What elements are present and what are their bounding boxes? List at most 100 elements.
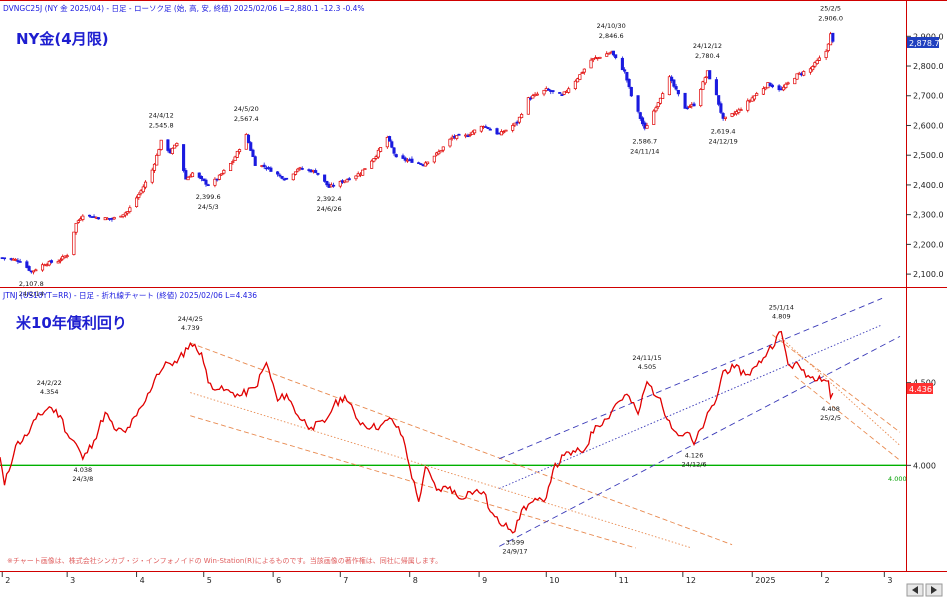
- gold-candle: [16, 260, 20, 262]
- gold-candle: [379, 147, 383, 152]
- gold-candle: [285, 177, 289, 180]
- gold-candle: [499, 131, 504, 136]
- gold-candle: [32, 270, 36, 273]
- gold-annotation-date: 24/6/26: [317, 205, 342, 213]
- gold-candle: [824, 50, 828, 58]
- gold-candles: [0, 31, 835, 275]
- x-tick-label: 2: [5, 576, 10, 585]
- gold-candle: [135, 197, 139, 207]
- gold-candle: [361, 169, 365, 176]
- gold-annotation-date: 25/2/5: [820, 5, 841, 13]
- gold-candle: [74, 222, 78, 233]
- gold-header: DVNGC25J (NY 金 2025/04) - 日足 - ローソク足 (始,…: [3, 3, 365, 13]
- gold-candle: [347, 178, 351, 181]
- gold-candle: [184, 170, 188, 180]
- gold-candle: [529, 97, 533, 100]
- gold-candle: [683, 92, 687, 109]
- yield-annotation-value: 3.599: [506, 539, 525, 547]
- gold-annotation-value: 2,619.4: [711, 128, 736, 136]
- gold-candle: [589, 59, 593, 69]
- gold-candle: [815, 60, 819, 65]
- yield-panel: JTNJ (US10YT=RR) - 日足 - 折れ線チャート (終値) 202…: [0, 288, 947, 572]
- gold-candle: [672, 79, 676, 87]
- gold-candle: [199, 176, 204, 180]
- gold-candle: [479, 125, 483, 132]
- gold-candle: [141, 186, 145, 193]
- gold-candle: [813, 62, 817, 67]
- gold-candle: [513, 122, 517, 126]
- gold-candle: [636, 95, 640, 112]
- gold-candle: [419, 163, 423, 165]
- gold-candle: [182, 144, 186, 171]
- gold-candle: [670, 76, 674, 82]
- gold-candle: [692, 103, 696, 107]
- yield-header: JTNJ (US10YT=RR) - 日足 - 折れ線チャート (終値) 202…: [2, 290, 257, 300]
- gold-candle: [296, 168, 300, 172]
- scroll-right-icon: [931, 586, 937, 594]
- yield-annotation-value: 4.038: [74, 466, 93, 474]
- gold-candle: [638, 112, 642, 119]
- gold-candle: [611, 50, 615, 56]
- gold-candle: [739, 109, 743, 111]
- gold-candle: [737, 109, 741, 113]
- gold-title: NY金(4月限): [16, 30, 109, 48]
- gold-candle: [721, 113, 725, 119]
- gold-candle: [752, 95, 757, 100]
- gold-candle: [658, 97, 662, 104]
- gold-candle: [394, 154, 398, 158]
- gold-annotation-date: 24/12/12: [693, 42, 722, 50]
- x-axis: 2 3 4 5 6 7 8 9 10 11 12 2025 2 3: [0, 572, 947, 597]
- gold-candle: [186, 176, 190, 181]
- gold-candle: [49, 260, 54, 263]
- gold-y-tick-label: 2,800.0: [913, 62, 944, 71]
- gold-candle: [488, 128, 492, 131]
- gold-candle: [817, 57, 821, 61]
- gold-annotation-date: 24/5/3: [198, 203, 219, 211]
- gold-annotation-date: 24/2/14: [19, 290, 44, 298]
- gold-annotations: 2,107.8 24/2/14 24/4/12 2,545.8 2,399.6 24/5/…: [19, 5, 843, 298]
- short-down-3: [772, 334, 901, 433]
- gold-candle: [770, 84, 774, 88]
- gold-candle: [143, 181, 148, 188]
- gold-candle: [578, 74, 582, 80]
- gold-candle: [515, 121, 519, 124]
- x-tick-label: 8: [413, 576, 418, 585]
- gold-candle: [582, 68, 586, 73]
- gold-candle: [14, 259, 18, 261]
- gold-candle: [233, 156, 237, 161]
- x-tick-label: 6: [276, 576, 281, 585]
- gold-candle: [786, 82, 790, 85]
- gold-last-price: 2,878.7: [909, 39, 940, 48]
- gold-candle: [676, 89, 680, 95]
- gold-candle: [76, 220, 80, 223]
- gold-candle: [627, 78, 631, 88]
- gold-candle: [229, 163, 233, 171]
- yield-annotation-date: 24/2/22: [37, 379, 62, 387]
- gold-candle: [502, 131, 506, 134]
- uptrend-lower: [499, 335, 901, 547]
- gold-annotation-date: 24/10/30: [597, 22, 626, 30]
- gold-candle: [65, 255, 69, 257]
- gold-candle: [484, 126, 488, 128]
- gold-candle: [374, 156, 378, 159]
- gold-candle: [410, 158, 414, 163]
- scroll-buttons[interactable]: [906, 583, 943, 597]
- gold-candle: [562, 91, 566, 95]
- gold-candle: [746, 100, 750, 111]
- gold-annotation-value: 2,567.4: [234, 115, 259, 123]
- gold-candle: [437, 151, 441, 155]
- gold-candle: [278, 174, 282, 177]
- uptrend-mid: [499, 324, 883, 489]
- yield-annotation-value: 4.354: [40, 388, 59, 396]
- gold-candle: [27, 266, 31, 271]
- footnote: ※チャート画像は、株式会社シンカブ・ジ・インフォノイドの Win-Station…: [7, 556, 442, 565]
- gold-candle: [392, 147, 396, 154]
- yield-annotation-date: 24/3/8: [72, 475, 93, 483]
- gold-candle: [719, 103, 723, 113]
- gold-candle: [190, 172, 195, 178]
- gold-candle: [542, 89, 546, 95]
- gold-candle: [640, 117, 645, 125]
- short-down-1: [794, 375, 901, 461]
- gold-candle: [372, 158, 376, 162]
